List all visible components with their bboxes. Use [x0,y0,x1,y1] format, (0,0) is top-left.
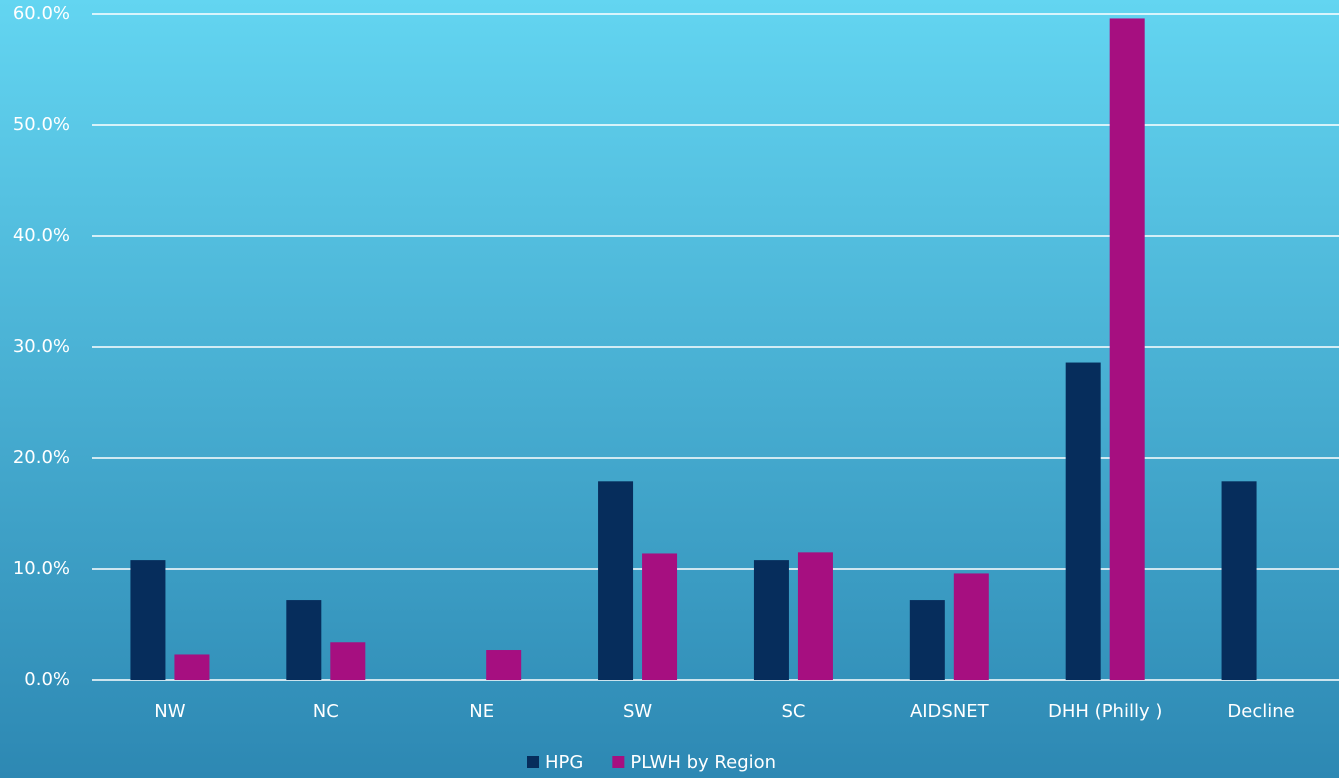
bar [174,654,210,680]
y-tick-label: 60.0% [13,3,70,24]
x-tick-label: SC [781,701,805,722]
x-tick-label: DHH (Philly ) [1048,701,1162,722]
y-tick-label: 20.0% [13,447,70,468]
bar [909,600,945,680]
x-tick-label: SW [623,701,652,722]
legend-swatch [612,756,625,768]
bar [130,560,166,680]
legend-label: HPG [545,752,583,773]
legend-label: PLWH by Region [630,752,776,773]
y-tick-label: 0.0% [24,669,70,690]
bar [1065,362,1101,680]
legend-swatch [527,756,539,768]
bar [286,600,322,680]
y-tick-label: 50.0% [13,114,70,135]
x-tick-label: NC [313,701,339,722]
y-tick-label: 30.0% [13,336,70,357]
x-tick-label: Decline [1227,701,1294,722]
bar [642,553,678,680]
bar [1221,481,1257,680]
bar [598,481,634,680]
bar [486,650,522,680]
y-tick-label: 10.0% [13,558,70,579]
bar [330,642,366,680]
bar [953,573,989,680]
x-tick-label: NW [154,701,185,722]
y-tick-label: 40.0% [13,225,70,246]
x-tick-label: NE [469,701,494,722]
bar [797,552,833,680]
bar [753,560,789,680]
x-tick-label: AIDSNET [910,701,990,722]
bar [1109,18,1145,680]
